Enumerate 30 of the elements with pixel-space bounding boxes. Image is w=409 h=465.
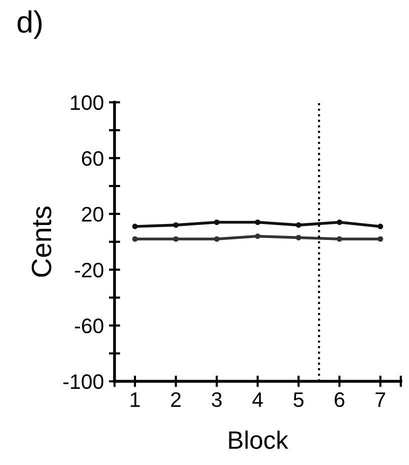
x-tick-label: 6 [334, 392, 344, 408]
point [132, 236, 138, 242]
x-tick-label: 4 [252, 392, 263, 407]
x-tick-label: 5 [294, 392, 304, 408]
x-tick-label: 1 [130, 392, 140, 407]
point [296, 234, 302, 240]
point [132, 224, 138, 230]
point [378, 224, 384, 230]
x-tick-label: 2 [171, 392, 181, 407]
point [378, 236, 384, 242]
point [254, 233, 260, 239]
point [173, 236, 179, 242]
point [336, 219, 342, 226]
x-tick-label: 3 [212, 392, 222, 408]
y-axis-title: Cents [32, 206, 52, 277]
y-tick-label: -100 [63, 374, 104, 390]
point [336, 236, 342, 242]
point [214, 236, 220, 242]
x-tick-label: 7 [376, 392, 386, 407]
y-tick-label: 100 [70, 95, 104, 110]
y-tick-label: 20 [82, 206, 104, 222]
x-axis-title: Block [229, 430, 288, 449]
point [296, 222, 302, 228]
point [173, 222, 179, 228]
y-tick-label: -20 [74, 262, 104, 278]
chart-title: d) [18, 10, 42, 39]
y-tick-label: 60 [82, 151, 104, 166]
point [254, 219, 260, 226]
y-tick-label: -60 [74, 318, 104, 334]
point [214, 219, 220, 226]
